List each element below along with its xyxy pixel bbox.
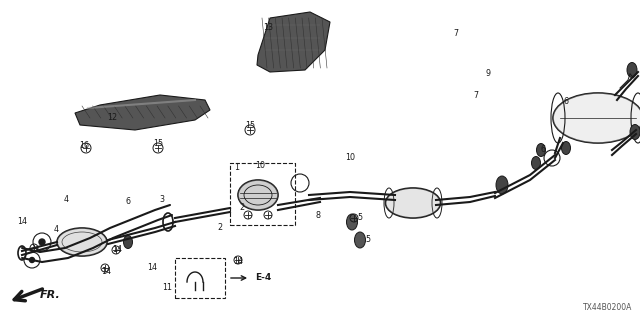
Ellipse shape	[627, 62, 637, 77]
Text: 5: 5	[365, 236, 371, 244]
Text: 8: 8	[316, 211, 321, 220]
Ellipse shape	[124, 236, 132, 249]
Text: 2: 2	[218, 223, 223, 233]
Polygon shape	[257, 12, 330, 72]
Text: 12: 12	[107, 114, 117, 123]
Circle shape	[39, 239, 45, 245]
Text: 3: 3	[159, 196, 164, 204]
Circle shape	[29, 258, 35, 262]
Text: TX44B0200A: TX44B0200A	[582, 303, 632, 312]
Text: 6: 6	[125, 197, 131, 206]
Text: 14: 14	[17, 218, 27, 227]
Text: 14: 14	[112, 245, 122, 254]
Text: 6: 6	[563, 98, 568, 107]
Text: 14: 14	[101, 268, 111, 276]
Bar	[230, 163, 295, 225]
Ellipse shape	[496, 176, 508, 194]
Text: 6: 6	[541, 146, 545, 155]
Ellipse shape	[630, 124, 640, 140]
Polygon shape	[75, 95, 210, 130]
Text: 10: 10	[255, 161, 265, 170]
Text: 1: 1	[234, 164, 239, 172]
Text: 4: 4	[63, 196, 68, 204]
Ellipse shape	[238, 180, 278, 210]
Text: E-4: E-4	[255, 274, 271, 283]
Ellipse shape	[553, 93, 640, 143]
Ellipse shape	[346, 214, 358, 230]
Text: 5: 5	[357, 213, 363, 222]
Text: 14: 14	[233, 258, 243, 267]
Ellipse shape	[536, 143, 545, 156]
Text: 11: 11	[162, 284, 172, 292]
Ellipse shape	[561, 141, 570, 155]
Text: FR.: FR.	[40, 290, 61, 300]
Bar	[175, 258, 225, 298]
Text: 2: 2	[239, 204, 244, 212]
Ellipse shape	[531, 156, 541, 170]
Text: 9: 9	[485, 68, 491, 77]
Ellipse shape	[355, 232, 365, 248]
Text: 16: 16	[79, 140, 89, 149]
Text: 7: 7	[474, 91, 479, 100]
Text: 13: 13	[263, 23, 273, 33]
Text: 10: 10	[345, 154, 355, 163]
Text: 14: 14	[147, 263, 157, 273]
Text: 15: 15	[245, 121, 255, 130]
Ellipse shape	[385, 188, 440, 218]
Text: 15: 15	[153, 139, 163, 148]
Text: 4: 4	[54, 226, 58, 235]
Ellipse shape	[57, 228, 107, 256]
Text: 7: 7	[453, 28, 459, 37]
